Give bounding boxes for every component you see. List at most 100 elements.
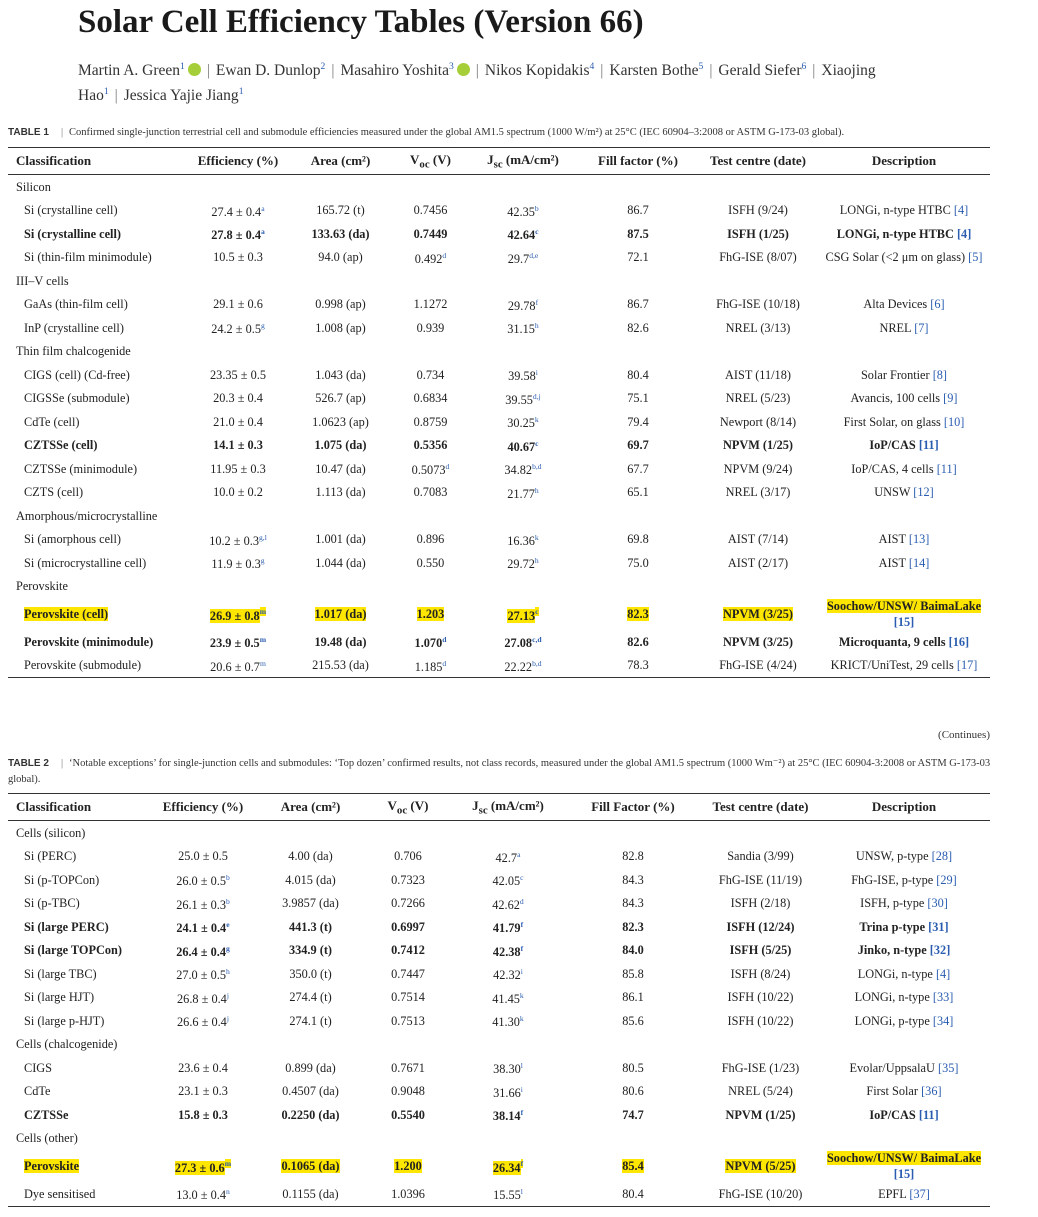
cell-text: 23.6 ± 0.4 — [178, 1060, 228, 1075]
table-cell: 24.1 ± 0.4e — [148, 915, 258, 939]
table-cell: 441.3 (t) — [258, 915, 363, 939]
cell-text: 24.1 ± 0.4 — [176, 921, 227, 936]
footnote-mark: g — [225, 943, 230, 953]
separator: | — [114, 87, 118, 105]
footnote-mark: b — [225, 896, 230, 906]
table-cell: 94.0 (ap) — [288, 246, 393, 270]
table-cell: 0.7513 — [363, 1009, 453, 1033]
cell-text: 86.7 — [627, 297, 649, 312]
data-row: Si (large TOPCon) 26.4 ± 0.4g 334.9 (t) 0.7… — [8, 939, 990, 963]
table-cell: 0.706 — [363, 845, 453, 869]
cell-text: ISFH, p-type — [860, 896, 925, 911]
reference: [6] — [930, 297, 945, 312]
table-cell: Si (p-TBC) — [8, 892, 148, 916]
table-cell: 23.6 ± 0.4 — [148, 1056, 258, 1080]
author-name: Gerald Siefer — [718, 62, 802, 80]
table-cell: 26.34f — [453, 1150, 563, 1182]
cell-text: ISFH (10/22) — [727, 1013, 794, 1028]
separator: | — [600, 62, 604, 80]
cell-text: CIGS — [24, 1060, 53, 1075]
table-cell: 15.8 ± 0.3 — [148, 1103, 258, 1127]
table-cell: 78.3 — [578, 653, 698, 678]
reference: [13] — [908, 532, 930, 547]
table-cell: 86.1 — [563, 986, 703, 1010]
header-subscript: oc — [396, 804, 408, 817]
cell-text: Si (large TOPCon) — [24, 943, 122, 958]
table-cell: 39.55d,j — [468, 387, 578, 411]
data-row: CIGS 23.6 ± 0.4 0.899 (da) 0.7671 38.30l 80.5… — [8, 1056, 990, 1080]
table-cell: 0.5540 — [363, 1103, 453, 1127]
table-cell: NPVM (1/25) — [703, 1103, 818, 1127]
cell-text: 13.0 ± 0.4 — [176, 1188, 226, 1203]
table-cell: 15.55l — [453, 1182, 563, 1207]
footnote-mark: g — [260, 321, 265, 331]
table-cell: 274.4 (t) — [258, 986, 363, 1010]
author: Jessica Yajie Jiang1 — [124, 86, 244, 104]
table-cell: 84.3 — [563, 892, 703, 916]
data-row: CIGS (cell) (Cd-free) 23.35 ± 0.5 1.043 (d… — [8, 363, 990, 387]
section-row: Cells (other) — [8, 1127, 990, 1151]
table-cell: 11.9 ± 0.3g — [188, 551, 288, 575]
column-header: Efficiency (%) — [148, 793, 258, 821]
cell-text: 0.939 — [416, 320, 445, 335]
section-row: Thin film chalcogenide — [8, 340, 990, 364]
cell-text: 0.5073 — [411, 463, 446, 478]
table-cell: 1.185d — [393, 653, 468, 678]
cell-text: 1.200 — [394, 1159, 422, 1173]
cell-text: 11.9 ± 0.3 — [211, 557, 261, 572]
cell-text: 14.1 ± 0.3 — [213, 438, 263, 453]
data-row: Si (large PERC) 24.1 ± 0.4e 441.3 (t) 0.699… — [8, 915, 990, 939]
cell-text: 42.62 — [492, 897, 520, 912]
table-cell: 79.4 — [578, 410, 698, 434]
cell-text: 0.5356 — [413, 438, 448, 453]
table-cell: 26.1 ± 0.3b — [148, 892, 258, 916]
cell-text: 0.7323 — [391, 872, 425, 887]
header-unit: (V) — [407, 797, 429, 813]
reference: [32] — [929, 943, 951, 958]
column-header: Voc (V) — [393, 147, 468, 175]
table-cell: 21.0 ± 0.4 — [188, 410, 288, 434]
table-cell: UNSW [12] — [818, 481, 990, 505]
cell-text: GaAs (thin-film cell) — [24, 297, 128, 312]
table-cell: ISFH (10/22) — [703, 986, 818, 1010]
footnote-mark: d — [442, 658, 447, 668]
footnote-mark: m — [259, 658, 266, 668]
cell-text: CIGSSe (submodule) — [24, 391, 130, 406]
table-cell: IoP/CAS [11] — [818, 1103, 990, 1127]
cell-text: Si (crystalline cell) — [24, 226, 121, 241]
cell-text: Si (microcrystalline cell) — [24, 555, 147, 570]
cell-text: 39.55 — [505, 392, 533, 407]
cell-text: 15.8 ± 0.3 — [178, 1107, 228, 1122]
table-cell: Si (thin-film minimodule) — [8, 246, 188, 270]
cell-text: 26.1 ± 0.3 — [176, 897, 226, 912]
table-cell: 0.896 — [393, 528, 468, 552]
table-cell: 1.1272 — [393, 293, 468, 317]
footnote-mark: f — [520, 943, 524, 953]
header-row: Classification Efficiency (%) Area (cm²) Vo… — [8, 793, 990, 821]
table-body: Cells (silicon) Si (PERC) 25.0 ± 0.5 4.00 (… — [8, 821, 990, 1207]
cell-text: 1.0623 (ap) — [312, 414, 369, 429]
table-cell: CZTSSe (cell) — [8, 434, 188, 458]
author-affiliation: 1 — [103, 86, 109, 98]
reference: [35] — [937, 1060, 959, 1075]
table-cell: Si (amorphous cell) — [8, 528, 188, 552]
author-affiliation: 5 — [698, 61, 704, 72]
header-text: V — [387, 797, 397, 813]
table-cell: CIGSSe (submodule) — [8, 387, 188, 411]
data-row: CdTe (cell) 21.0 ± 0.4 1.0623 (ap) 0.8759 30… — [8, 410, 990, 434]
reference: [17] — [956, 658, 978, 673]
data-row: CIGSSe (submodule) 20.3 ± 0.4 526.7 (ap) 0.… — [8, 387, 990, 411]
table-cell: 1.0396 — [363, 1182, 453, 1207]
table-cell: AIST [13] — [818, 528, 990, 552]
table-cell: Perovskite (minimodule) — [8, 630, 188, 654]
table-cell: 165.72 (t) — [288, 199, 393, 223]
table-cell: 41.30k — [453, 1009, 563, 1033]
cell-text: 86.1 — [622, 990, 644, 1005]
author-affiliation: 4 — [589, 61, 595, 72]
separator: | — [206, 62, 210, 80]
cell-text: 69.8 — [627, 532, 649, 547]
table-cell: Perovskite — [8, 1150, 148, 1182]
cell-text: 65.1 — [627, 485, 649, 500]
cell-text: 0.7456 — [413, 203, 448, 218]
cell-text: 441.3 (t) — [288, 919, 333, 934]
